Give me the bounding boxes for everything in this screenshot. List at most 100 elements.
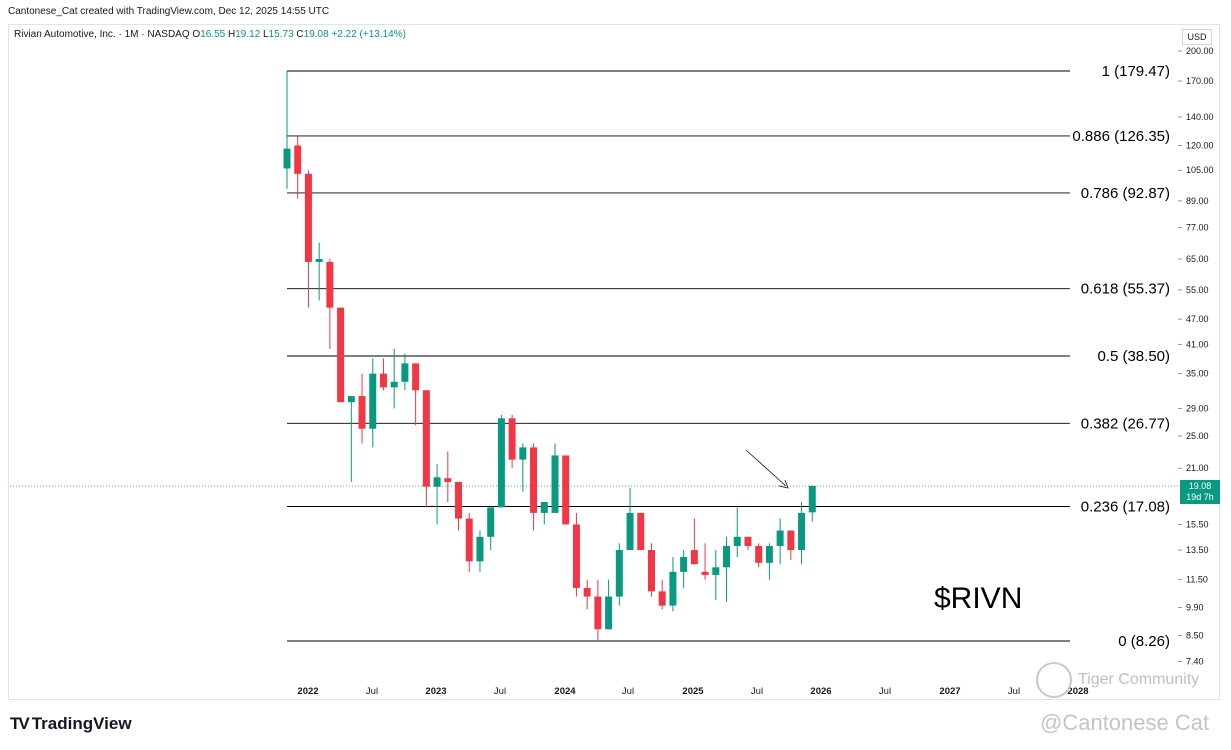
candle-body xyxy=(658,591,666,606)
fib-level-label: 0.5 (38.50) xyxy=(1097,348,1170,365)
candle-body xyxy=(401,363,409,382)
high-value: 19.12 xyxy=(235,29,261,40)
candle-body xyxy=(712,567,720,575)
open-value: 16.55 xyxy=(200,29,226,40)
candle-body xyxy=(412,363,420,391)
close-label: C xyxy=(296,29,304,40)
candle-body xyxy=(358,396,366,429)
candle-body xyxy=(433,477,441,487)
user-watermark: @Cantonese Cat xyxy=(1040,710,1210,735)
y-tick-label: 35.00 xyxy=(1186,369,1209,379)
low-value: 15.73 xyxy=(268,29,294,40)
x-tick-label: 2022 xyxy=(297,686,318,697)
low-label: L xyxy=(263,29,269,40)
candle-body xyxy=(583,587,591,597)
candle-body xyxy=(487,507,495,537)
candle-body xyxy=(390,381,398,388)
candle-body xyxy=(519,447,527,460)
change-value: +2.22 (+13.14%) xyxy=(331,29,406,40)
candle-body xyxy=(626,512,634,551)
candle-body xyxy=(379,373,387,388)
candle-body xyxy=(315,259,323,262)
currency-button[interactable]: USD xyxy=(1182,29,1212,45)
y-tick-label: 7.40 xyxy=(1186,656,1204,666)
x-tick-label: Jul xyxy=(366,686,378,697)
y-tick-label: 170.00 xyxy=(1186,76,1214,86)
y-tick-label: 105.00 xyxy=(1186,165,1214,175)
candle-body xyxy=(283,148,291,169)
y-tick-label: 41.00 xyxy=(1186,339,1209,349)
candle-body xyxy=(294,145,302,174)
candle-body xyxy=(787,530,795,551)
y-tick-label: 15.50 xyxy=(1186,519,1209,529)
candle-body xyxy=(465,518,473,562)
y-tick-label: 13.50 xyxy=(1186,545,1209,555)
x-tick-label: Jul xyxy=(751,686,763,697)
x-tick-label: 2028 xyxy=(1067,686,1088,697)
open-label: O xyxy=(192,29,201,40)
fib-level-label: 0.886 (126.35) xyxy=(1072,128,1170,145)
candle-body xyxy=(798,512,806,551)
tiger-community-watermark: Tiger Community xyxy=(1036,662,1199,698)
candle-body xyxy=(744,536,752,546)
candle-body xyxy=(647,550,655,592)
created-with-line: Cantonese_Cat created with TradingView.c… xyxy=(8,6,330,17)
y-tick-label: 89.00 xyxy=(1186,196,1209,206)
y-tick-label: 120.00 xyxy=(1186,141,1214,151)
y-tick-label: 140.00 xyxy=(1186,112,1214,122)
candle-body xyxy=(444,478,452,482)
fib-level-label: 0.236 (17.08) xyxy=(1081,498,1170,515)
candle-body xyxy=(455,481,463,519)
x-tick-label: 2025 xyxy=(682,686,704,697)
ticker-annotation: $RIVN xyxy=(934,582,1023,615)
candle-body xyxy=(615,550,623,597)
annotation-arrowhead xyxy=(778,479,789,489)
candle-body xyxy=(497,418,505,508)
last-price-value: 19.08 xyxy=(1188,481,1212,491)
fib-level-label: 0.786 (92.87) xyxy=(1081,185,1170,202)
candle-body xyxy=(304,173,312,262)
candle-body xyxy=(701,571,709,575)
candle-body xyxy=(594,596,602,630)
fib-level-label: 0.382 (26.77) xyxy=(1081,415,1170,432)
candle-body xyxy=(551,455,559,513)
y-tick-label: 11.50 xyxy=(1186,575,1208,585)
candle-body xyxy=(690,550,698,565)
candle-body xyxy=(765,545,773,563)
y-tick-label: 25.00 xyxy=(1186,431,1209,441)
candle-body xyxy=(572,524,580,588)
x-tick-label: Jul xyxy=(1008,686,1020,697)
y-tick-label: 21.00 xyxy=(1186,463,1209,473)
symbol-legend: Rivian Automotive, Inc. · 1M · NASDAQ O1… xyxy=(14,29,406,40)
candle-body xyxy=(347,396,355,403)
y-tick-label: 8.50 xyxy=(1186,631,1204,641)
candle-body xyxy=(508,418,516,460)
candle-body xyxy=(605,596,613,630)
y-tick-label: 77.00 xyxy=(1186,223,1209,233)
symbol-title: Rivian Automotive, Inc. · 1M · NASDAQ xyxy=(14,29,190,40)
x-tick-label: 2023 xyxy=(425,686,446,697)
y-tick-label: 55.00 xyxy=(1186,285,1209,295)
candle-body xyxy=(422,390,430,487)
tradingview-brand[interactable]: TV TradingView xyxy=(10,714,132,734)
candle-body xyxy=(669,571,677,606)
candle-body xyxy=(776,530,784,546)
x-tick-label: Jul xyxy=(494,686,506,697)
candle-body xyxy=(530,447,538,513)
candle-body xyxy=(755,545,763,563)
annotation-arrow xyxy=(745,449,787,487)
candle-body xyxy=(637,512,645,551)
candle-body xyxy=(540,501,548,513)
bar-countdown: 19d 7h xyxy=(1186,492,1214,502)
candle-body xyxy=(562,455,570,525)
x-tick-label: 2027 xyxy=(939,686,960,697)
candle-body xyxy=(326,261,334,308)
y-tick-label: 200.00 xyxy=(1186,46,1214,56)
y-tick-label: 65.00 xyxy=(1186,254,1209,264)
candle-body xyxy=(808,485,816,513)
candle-body xyxy=(723,545,731,568)
y-tick-label: 9.90 xyxy=(1186,602,1204,612)
candle-body xyxy=(476,536,484,562)
tradingview-name: TradingView xyxy=(31,714,132,733)
